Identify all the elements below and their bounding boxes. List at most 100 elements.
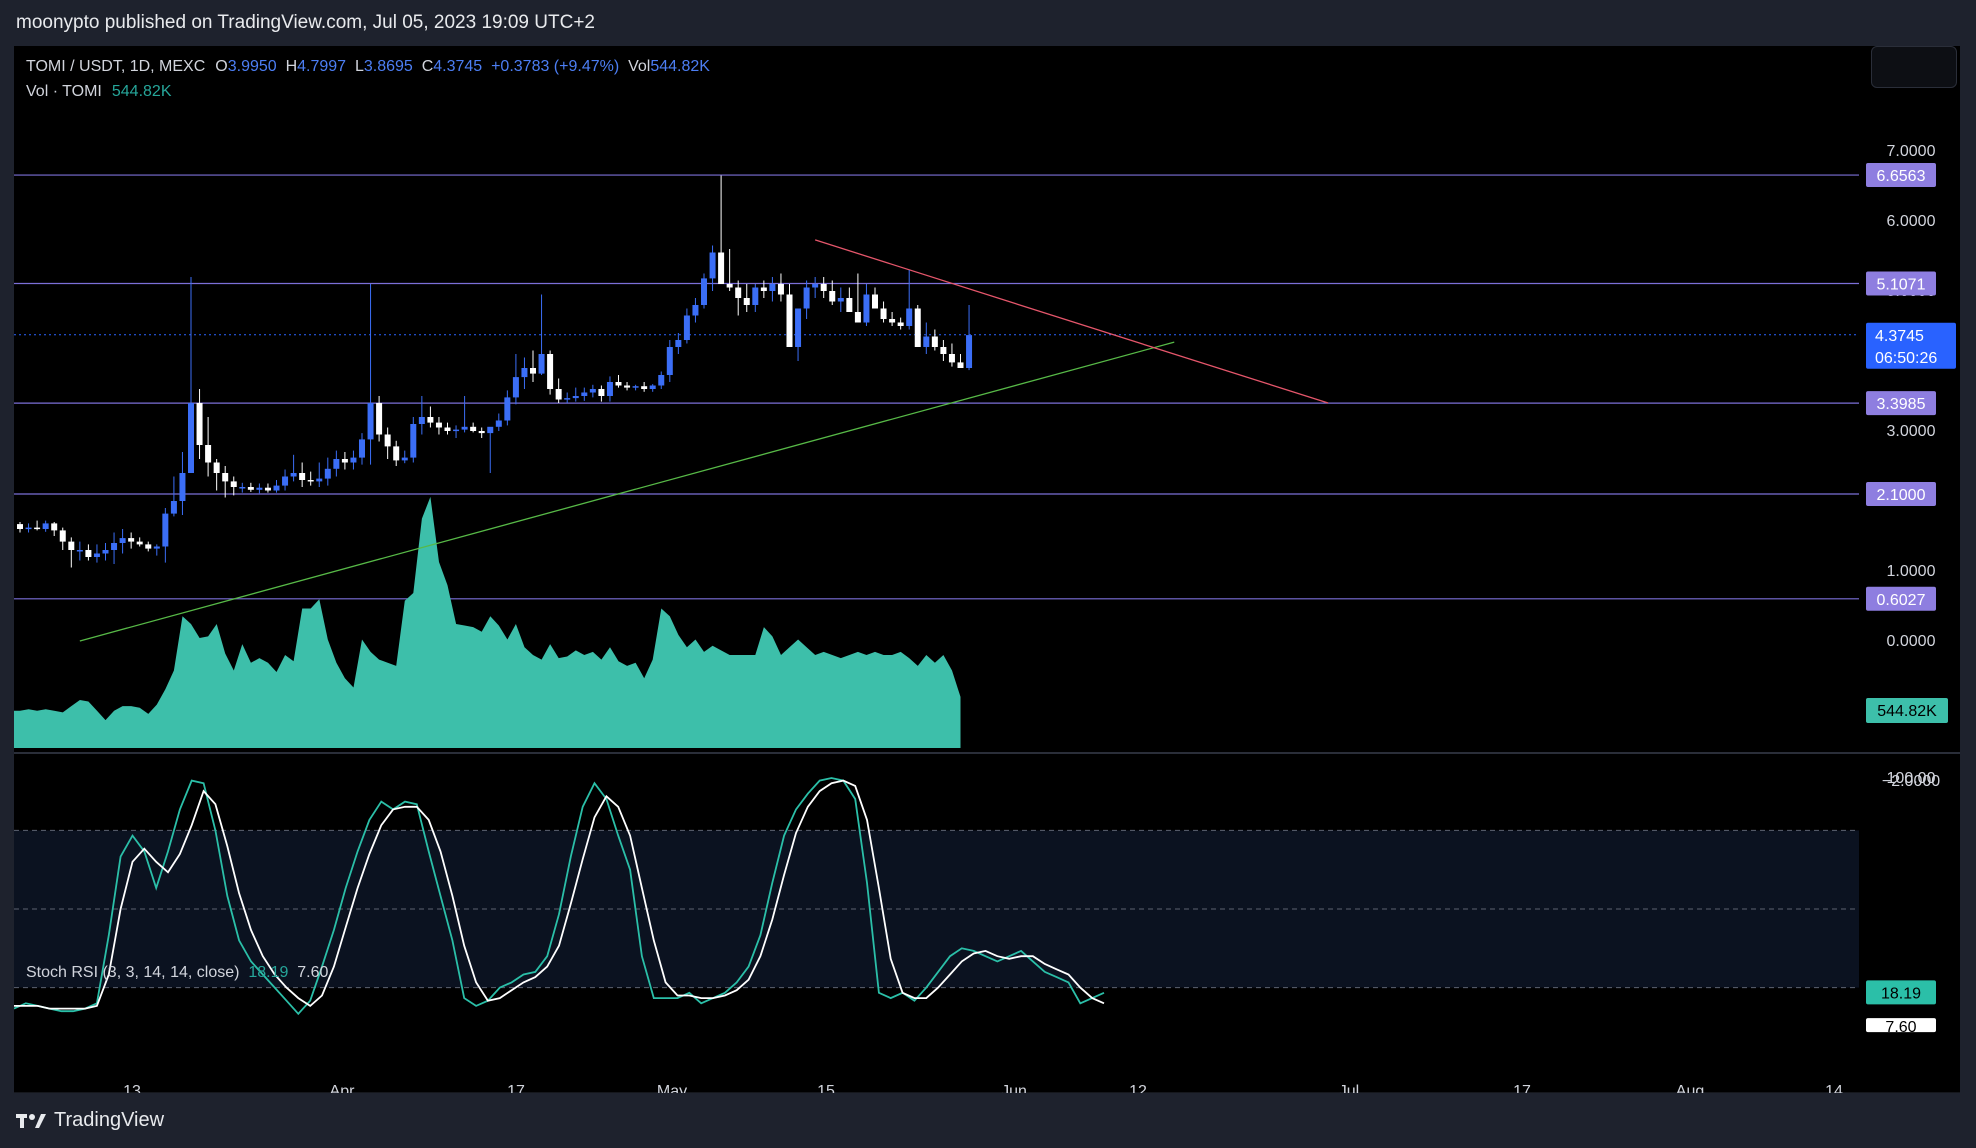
candle-body [34,527,41,530]
candle-body [188,403,194,473]
candle-body [769,284,776,291]
time-tick-label: 17 [1513,1083,1531,1093]
candle-body [786,294,793,347]
candle-body [170,501,177,514]
candle-body [555,389,562,400]
candle-body [641,386,648,389]
candle-body [914,308,921,347]
candle-body [940,347,947,354]
candle-body [239,487,246,489]
candle-body [162,513,169,547]
time-tick-label: Jun [1001,1083,1027,1093]
candle-body [718,252,725,284]
candle-body [384,434,391,447]
candle-body [966,335,973,368]
level-badge: 5.1071 [1866,271,1936,296]
candle-body [957,362,964,368]
candle-body [572,396,579,399]
candle-body [444,427,451,431]
candle-body [461,426,468,430]
price-tick-label: 7.0000 [1887,143,1936,160]
chart-legend: TOMI / USDT, 1D, MEXC O3.9950 H4.7997 L3… [26,54,710,104]
candle-body [547,354,554,389]
current-price-badge: 4.3745 06:50:26 [1866,322,1956,369]
volume-label[interactable]: Vol · TOMI [26,83,102,100]
volume-row: Vol · TOMI 544.82K [26,79,710,104]
candle-body [846,298,853,312]
candle-body [324,468,331,479]
candle-body [179,473,186,501]
volume-badge: 544.82K [1866,698,1948,723]
candle-body [512,377,519,398]
candle-body [820,284,827,291]
stoch-label[interactable]: Stoch RSI (3, 3, 14, 14, close) [26,964,240,981]
vol-value: 544.82K [650,58,710,75]
time-tick-label: 14 [1825,1083,1843,1093]
price-tick-label: 1.0000 [1887,563,1936,580]
candle-body [803,287,810,309]
chart-menu-button[interactable] [1871,46,1957,88]
candle-body [393,446,400,461]
candle-body [923,336,930,347]
level-badge: 6.6563 [1866,163,1936,188]
candle-body [752,287,759,305]
candle-body [76,550,83,552]
volume-badge-bg [1866,698,1948,723]
time-tick-label: 15 [817,1083,835,1093]
publisher-text: moonypto published on TradingView.com, J… [16,12,595,33]
current-price-text: 4.3745 [1875,328,1924,345]
chart-area[interactable]: 7.00006.00003.00001.00000.0000−1.0000−2.… [14,46,1960,1093]
candle-body [692,305,699,316]
candle-body [521,368,528,378]
candle-body [205,445,212,463]
candle-body [128,538,135,542]
candle-body [632,386,639,388]
candle-body [880,308,887,319]
candle-body [948,354,955,363]
volume-value: 544.82K [111,83,172,100]
volume-badge-text: 544.82K [1877,703,1937,720]
high-value: 4.7997 [297,58,347,75]
ascending-trendline [79,341,1175,642]
time-tick-label: 17 [507,1083,525,1093]
time-axis: 13 Apr 17 May 15 Jun 12 Jul 17 Aug 14 [123,1083,1843,1093]
descending-trendline [814,239,1329,404]
candle-body [606,382,613,396]
candle-body [666,347,673,375]
candle-body [17,524,23,529]
candle-body [777,284,784,295]
candle-body [111,543,118,550]
stoch-d-line [14,779,1105,1010]
ohlc-row: TOMI / USDT, 1D, MEXC O3.9950 H4.7997 L3… [26,54,710,79]
candle-body [85,550,92,557]
tradingview-logo[interactable]: TradingView [16,1109,164,1132]
low-value: 3.8695 [363,58,413,75]
level-badge-text: 5.1071 [1877,277,1926,294]
candle-body [222,473,229,482]
candle-body [709,252,716,279]
candle-body [829,291,836,302]
time-tick-label: 12 [1129,1083,1147,1093]
level-badge-text: 6.6563 [1877,168,1926,185]
candle-body [290,473,297,477]
candle-body [470,426,477,431]
current-price-badge-bg [1866,322,1956,369]
stoch-legend: Stoch RSI (3, 3, 14, 14, close) 18.19 7.… [26,964,328,982]
candle-body [487,426,494,434]
symbol-label[interactable]: TOMI / USDT, 1D, MEXC [26,58,206,75]
candle-body [872,294,878,309]
candle-body [598,389,605,396]
price-tick-label: 0.0000 [1887,633,1936,650]
candle-body [478,431,485,434]
candle-body [119,538,126,543]
candle-body [649,385,656,389]
level-badge-bg [1866,586,1936,611]
candle-body [743,298,750,305]
candle-body [889,319,896,323]
stoch-d-badge-bg [1866,1018,1936,1033]
publisher-header: moonypto published on TradingView.com, J… [0,0,1976,46]
candle-body [418,417,425,424]
candle-body [658,375,665,386]
chart-canvas[interactable]: 7.00006.00003.00001.00000.0000−1.0000−2.… [14,46,1960,1093]
time-tick-label: Jul [1339,1083,1359,1093]
